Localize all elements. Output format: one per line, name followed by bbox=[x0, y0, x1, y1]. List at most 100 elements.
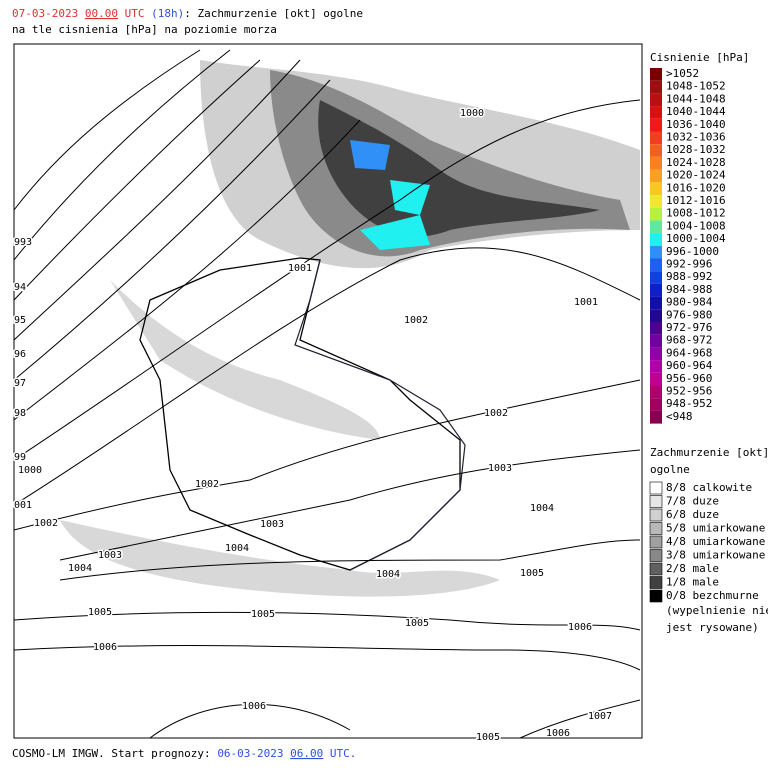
legend-label: 3/8 umiarkowane bbox=[666, 549, 765, 562]
legend-title: Cisnienie [hPa] bbox=[650, 51, 749, 64]
isobar-label: 1002 bbox=[34, 518, 58, 529]
isobar-label: 98 bbox=[14, 408, 26, 419]
legend-label: 1/8 male bbox=[666, 576, 719, 589]
legend-swatch bbox=[650, 322, 662, 335]
legend-label: 1028-1032 bbox=[666, 143, 726, 156]
isobar-label: 993 bbox=[14, 237, 32, 248]
isobar-label: 1004 bbox=[225, 543, 249, 554]
title: : Zachmurzenie [okt] ogolne bbox=[184, 7, 363, 20]
lead: (18h) bbox=[151, 7, 184, 20]
legend-label: 992-996 bbox=[666, 258, 712, 271]
pressure-area bbox=[350, 140, 390, 170]
legend-title: ogolne bbox=[650, 463, 690, 476]
pressure-area bbox=[360, 180, 430, 250]
isobar-label: 1003 bbox=[488, 463, 512, 474]
isobar-label: 99 bbox=[14, 452, 26, 463]
legend-swatch bbox=[649, 481, 663, 495]
legend-title: Zachmurzenie [okt] bbox=[650, 446, 768, 459]
isobar-label: 1006 bbox=[242, 701, 266, 712]
river bbox=[294, 259, 466, 571]
legend-swatch bbox=[650, 334, 662, 348]
legend-swatch bbox=[650, 360, 662, 373]
isobar-label: 1004 bbox=[68, 563, 92, 574]
legend-label: 996-1000 bbox=[666, 245, 719, 258]
isobar-label: 1001 bbox=[574, 297, 598, 308]
isobar-label: 95 bbox=[14, 315, 26, 326]
isobar-label: 1005 bbox=[520, 568, 544, 579]
isobar-label: 94 bbox=[14, 282, 26, 293]
legend-label: 1020-1024 bbox=[666, 169, 726, 182]
isobar-label: 1006 bbox=[93, 642, 117, 653]
legend-label: 964-968 bbox=[666, 346, 712, 359]
legend-swatch bbox=[650, 296, 662, 310]
cloud-legend: Zachmurzenie [okt] ogolne 8/8 calkowite7/8… bbox=[649, 446, 768, 634]
legend-label: 1044-1048 bbox=[666, 92, 726, 105]
legend-label: 1024-1028 bbox=[666, 156, 726, 169]
cloud-area bbox=[110, 280, 380, 440]
isobar-label: 1006 bbox=[568, 622, 592, 633]
isobar-label: 1000 bbox=[18, 465, 42, 476]
footer-prefix: COSMO-LM IMGW. Start prognozy: bbox=[12, 747, 211, 760]
isobar-label: 1002 bbox=[484, 408, 508, 419]
isobar-label: 001 bbox=[14, 500, 32, 511]
legend-swatch bbox=[650, 93, 662, 107]
legend-swatch bbox=[650, 169, 662, 183]
footer: COSMO-LM IMGW. Start prognozy: 06-03-202… bbox=[12, 747, 356, 760]
legend-swatch bbox=[650, 207, 662, 221]
legend-label: 1016-1020 bbox=[666, 181, 726, 194]
legend-swatch bbox=[649, 535, 663, 549]
isobar-label: 1005 bbox=[251, 609, 275, 620]
legend-label: 972-976 bbox=[666, 321, 712, 334]
cloud-area bbox=[60, 520, 500, 597]
utc: UTC bbox=[125, 7, 145, 20]
legend-label: 1012-1016 bbox=[666, 194, 726, 207]
legend-label: 976-980 bbox=[666, 308, 712, 321]
legend-label: 1032-1036 bbox=[666, 131, 726, 144]
legend-swatch bbox=[650, 131, 662, 145]
legend-label: 960-964 bbox=[666, 359, 713, 372]
legend-label: 948-952 bbox=[666, 397, 712, 410]
legend-swatch bbox=[650, 258, 662, 272]
isobar-label: 1002 bbox=[404, 315, 428, 326]
footer-utc: UTC. bbox=[330, 747, 357, 760]
legend-swatch bbox=[650, 68, 662, 81]
legend-swatch bbox=[650, 398, 662, 411]
legend-swatch bbox=[650, 271, 662, 284]
legend-label: 2/8 male bbox=[666, 562, 719, 575]
isobar-label: 1002 bbox=[195, 479, 219, 490]
legend-swatch bbox=[649, 522, 663, 535]
legend-label: <948 bbox=[666, 410, 693, 423]
legend-swatch bbox=[650, 347, 662, 361]
legend-note: jest rysowane) bbox=[666, 621, 759, 634]
legend-label: 1036-1040 bbox=[666, 118, 726, 131]
legend-swatch bbox=[650, 372, 662, 386]
header-line1: 07-03-2023 00.00 UTC (18h): Zachmurzenie… bbox=[12, 7, 363, 20]
legend-swatch bbox=[649, 576, 663, 589]
legend-swatch bbox=[650, 245, 662, 259]
legend-label: 984-988 bbox=[666, 283, 712, 296]
legend-swatch bbox=[649, 549, 663, 562]
legend-swatch bbox=[650, 80, 662, 94]
legend-swatch bbox=[649, 495, 663, 508]
legend-label: 1008-1012 bbox=[666, 207, 726, 220]
legend-swatch bbox=[650, 283, 662, 297]
legend-label: 7/8 duze bbox=[666, 495, 719, 508]
legend-swatch bbox=[650, 309, 662, 322]
legend-label: 968-972 bbox=[666, 334, 712, 347]
legend-label: 952-956 bbox=[666, 385, 712, 398]
legend-swatch bbox=[650, 220, 662, 234]
legend-label: >1052 bbox=[666, 67, 699, 80]
legend-label: 4/8 umiarkowane bbox=[666, 535, 765, 548]
cloud-area bbox=[318, 100, 600, 237]
isobars bbox=[13, 49, 641, 739]
subtitle: na tle cisnienia [hPa] na poziomie morza bbox=[12, 23, 277, 36]
isobar-label: 1003 bbox=[98, 550, 122, 561]
isobar-label: 1004 bbox=[530, 503, 554, 514]
legend-swatch bbox=[650, 118, 662, 132]
legend-label: 8/8 calkowite bbox=[666, 481, 752, 494]
border bbox=[139, 257, 461, 571]
time: 00.00 bbox=[85, 7, 118, 20]
legend-label: 1004-1008 bbox=[666, 219, 726, 232]
legend-swatch bbox=[650, 195, 662, 208]
